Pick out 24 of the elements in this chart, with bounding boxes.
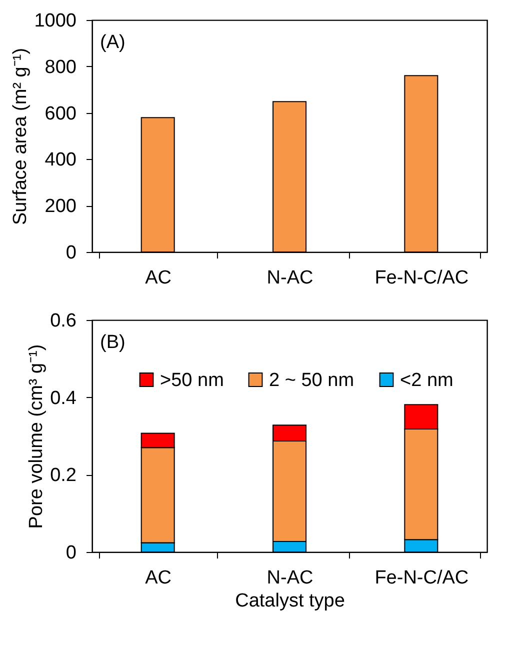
x-axis-title: Catalyst type	[235, 590, 345, 612]
y-axis-title: Pore volume (cm³ g⁻¹)	[26, 344, 48, 529]
x-tick-label: N-AC	[266, 268, 314, 288]
y-tick-label: 1000	[34, 10, 76, 32]
y-tick-label: 800	[44, 56, 76, 78]
y-tick-label: 600	[44, 103, 76, 124]
x-tick-label: N-AC	[266, 568, 314, 588]
annotation: (A)	[100, 32, 126, 53]
y-axis-title: Surface area (m² g⁻¹)	[10, 48, 32, 226]
x-tick-label: AC	[145, 268, 172, 288]
x-tick-label: Fe-N-C/AC	[374, 268, 469, 288]
y-tick-label: 0.2	[50, 465, 76, 486]
legend-label: >50 nm	[160, 370, 224, 391]
y-tick-label: 200	[44, 196, 76, 218]
legend-label: 2 ~ 50 nm	[269, 370, 354, 391]
legend-label: <2 nm	[400, 370, 454, 391]
y-tick-label: 0	[66, 542, 76, 564]
x-tick-label: AC	[145, 568, 172, 588]
y-tick-label: 0.6	[50, 310, 76, 332]
annotation: (B)	[100, 332, 126, 353]
x-tick-label: Fe-N-C/AC	[374, 568, 469, 588]
y-tick-label: 0	[66, 242, 76, 264]
y-tick-label: 400	[44, 150, 76, 171]
y-tick-label: 0.4	[50, 388, 77, 409]
